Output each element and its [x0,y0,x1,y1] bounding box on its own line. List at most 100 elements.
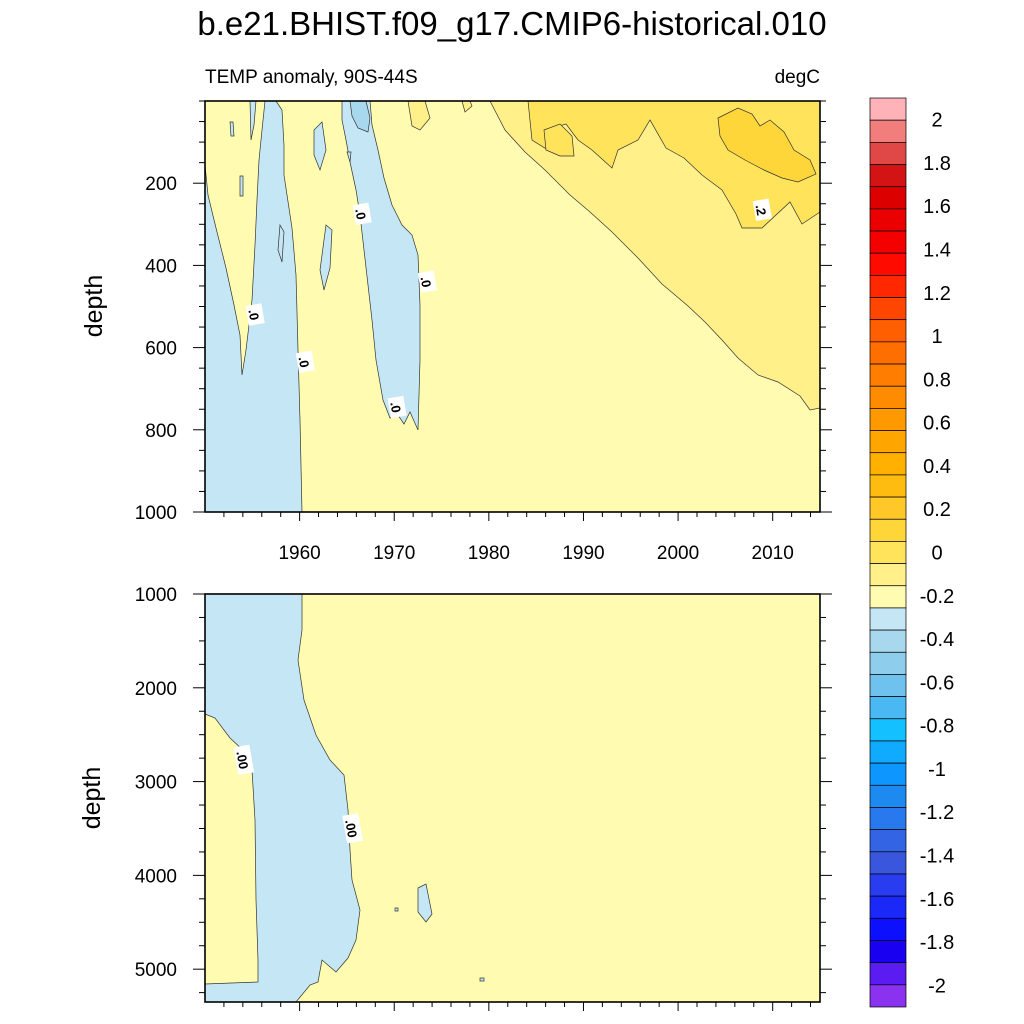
lower-warm-tongue [204,713,259,985]
colorbar-swatch [869,696,907,720]
colorbar-swatch [869,208,907,232]
lower-cold-dot-1 [394,907,399,912]
colorbar-swatch [869,230,907,254]
chart-title: b.e21.BHIST.f09_g17.CMIP6-historical.010 [197,5,826,42]
lower-y-axis-label: depth [78,767,106,830]
colorbar-label: -0.4 [920,629,954,651]
colorbar-swatch [869,585,907,609]
colorbar-swatch [869,895,907,919]
contour-label-bg [417,270,437,293]
contour-label: .0 [352,202,372,226]
contour-label-bg [352,202,372,226]
colorbar-swatch [869,807,907,830]
colorbar-label: -1.4 [920,846,954,868]
upper-warm-core [717,107,817,183]
contour-label: .00 [233,744,255,776]
colorbar-swatch [869,762,907,786]
colorbar-swatch [869,430,907,454]
y-tick-label: 1000 [135,503,177,524]
colorbar-label: 2 [931,110,942,132]
colorbar-swatch [869,297,907,321]
x-tick-label: 2010 [752,543,794,564]
colorbar-label: -0.2 [920,586,954,608]
y-tick-label: 800 [145,421,177,442]
colorbar-label: 0.8 [923,369,951,391]
colorbar-swatch [869,984,907,1008]
colorbar-label: -0.6 [920,672,954,694]
x-tick-label: 1980 [468,543,510,564]
colorbar-label: 1.6 [923,196,951,218]
colorbar-swatch [869,784,907,808]
colorbar-label: 0 [931,543,942,565]
colorbar-swatch [869,474,907,498]
contour-label-bg [342,813,363,844]
colorbar-swatch [869,541,907,564]
colorbar-swatch [869,363,907,387]
y-tick-label: 4000 [135,866,177,887]
colorbar-label: 1.8 [923,153,951,175]
colorbar-swatch [869,119,907,143]
contour-label: .0 [417,270,437,293]
contour-label-bg [245,303,265,326]
x-tick-label: 2000 [657,543,699,564]
colorbar-swatch [869,740,907,764]
contour-label-bg [295,350,315,374]
colorbar-swatch [869,319,907,343]
colorbar-swatch [869,341,907,365]
colorbar-swatch [869,408,907,431]
colorbar-label: 1.4 [923,240,951,262]
contour-label: .0 [387,395,407,419]
upper-panel: 1960 1970 1980 1990 2000 2010 200 400 600 800 1000… [80,100,832,564]
colorbar-swatch [869,651,907,675]
colorbar-label: -0.8 [920,716,954,738]
colorbar-swatch [869,940,907,964]
colorbar-labels: 2 1.8 1.6 1.4 1.2 1 0.8 0.6 0.4 0.2 0 -0.2 -0.4 -0.6 -… [920,110,954,998]
colorbar-swatch [869,962,907,986]
variable-label: TEMP anomaly, 90S-44S [205,67,418,88]
x-tick-label: 1960 [278,543,320,564]
lower-axis-labels: 1000 2000 3000 4000 5000 [135,585,177,981]
colorbar-swatch [869,496,907,520]
colorbar-label: -1 [928,759,946,781]
contour-label-bg [387,395,407,419]
colorbar-label: -1.6 [920,889,954,911]
colorbar-swatch [869,385,907,409]
contour-label-text: .0 [245,308,262,321]
upper-cold-island-1 [313,121,327,172]
colorbar-swatch [869,518,907,542]
upper-cold-dot-2 [239,175,244,197]
colorbar-label: -1.8 [920,932,954,954]
colorbar-swatch [869,917,907,941]
lower-panel: 1000 2000 3000 4000 5000 .00 .00 depth [78,585,832,1011]
upper-warm-small-3 [543,123,575,157]
colorbar-label: 1.2 [923,283,951,305]
colorbar-swatch [869,607,907,631]
contour-label-text: .00 [233,750,251,770]
colorbar-swatch [869,563,907,587]
x-tick-label: 1970 [373,543,415,564]
contour-label-text: .0 [418,275,435,288]
upper-cold-dot-1 [229,121,235,137]
colorbar-label: -1.2 [920,802,954,824]
y-tick-label: 600 [145,339,177,360]
colorbar-swatch [869,718,907,742]
upper-contour-labels: .0 .0 .0 .0 .0 .2 [245,198,772,419]
y-tick-label: 200 [145,174,177,195]
y-tick-label: 1000 [135,585,177,606]
contour-label-bg [233,744,255,776]
upper-axis-ticks [193,100,832,521]
colorbar-swatch [869,275,907,298]
upper-cold-band [341,100,421,431]
x-tick-label: 1990 [562,543,604,564]
colorbar [869,97,907,1008]
upper-y-axis-label: depth [80,275,108,338]
y-tick-label: 400 [145,256,177,277]
colorbar-swatch [869,452,907,476]
colorbar-swatch [869,186,907,210]
colorbar-swatch [869,851,907,875]
y-tick-label: 3000 [135,773,177,794]
colorbar-swatch [869,252,907,276]
y-tick-label: 5000 [135,960,177,981]
colorbar-swatch [869,141,907,165]
